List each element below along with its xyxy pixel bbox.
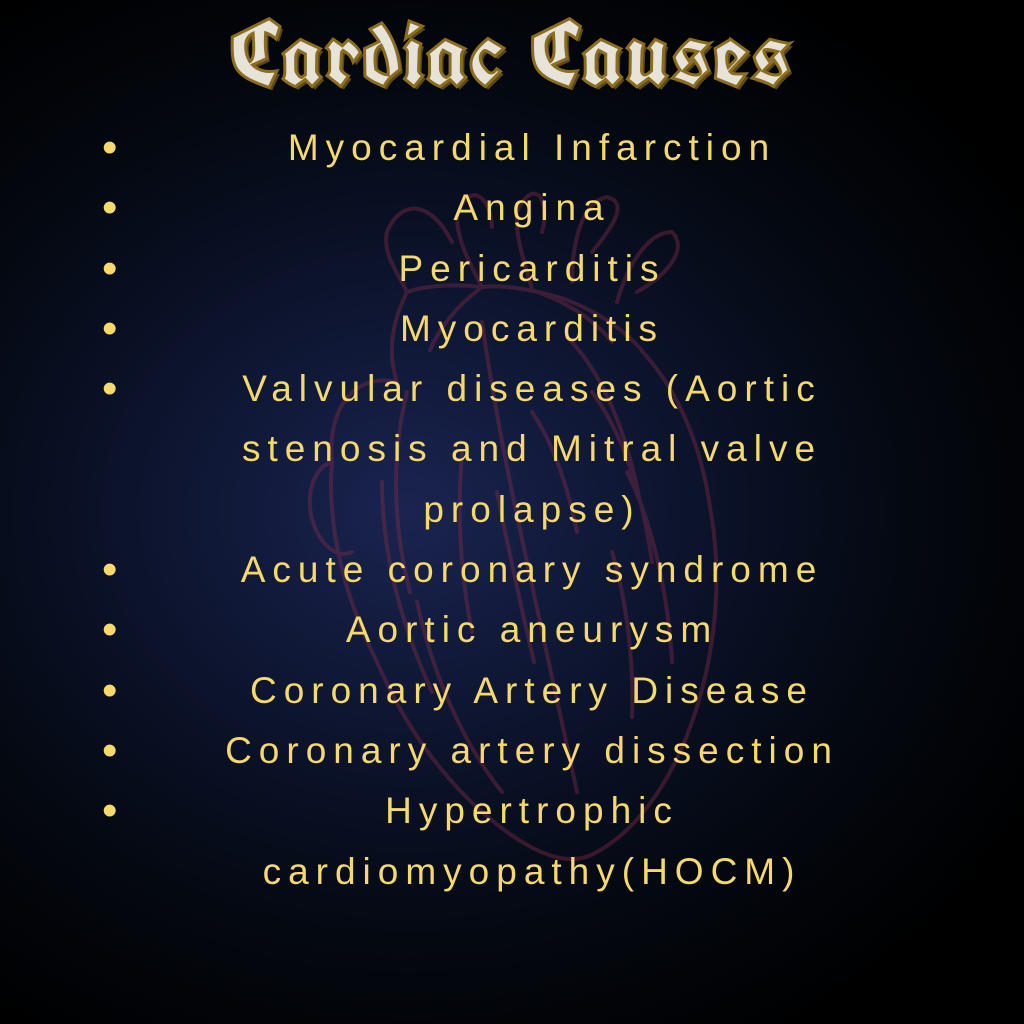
- list-item: Valvular diseases (Aortic stenosis and M…: [102, 359, 922, 540]
- list-item: Myocardial Infarction: [102, 118, 922, 178]
- list-item: Pericarditis: [102, 239, 922, 299]
- list-item: Angina: [102, 178, 922, 238]
- list-item: Hypertrophic cardiomyopathy(HOCM): [102, 781, 922, 902]
- list-item: Myocarditis: [102, 299, 922, 359]
- page-title: Cardiac Causes: [231, 8, 794, 100]
- list-item: Coronary artery dissection: [102, 721, 922, 781]
- causes-list: Myocardial InfarctionAnginaPericarditisM…: [102, 118, 922, 902]
- list-item: Acute coronary syndrome: [102, 540, 922, 600]
- list-item: Aortic aneurysm: [102, 600, 922, 660]
- list-item: Coronary Artery Disease: [102, 661, 922, 721]
- slide-content: Cardiac Causes Myocardial InfarctionAngi…: [0, 0, 1024, 1024]
